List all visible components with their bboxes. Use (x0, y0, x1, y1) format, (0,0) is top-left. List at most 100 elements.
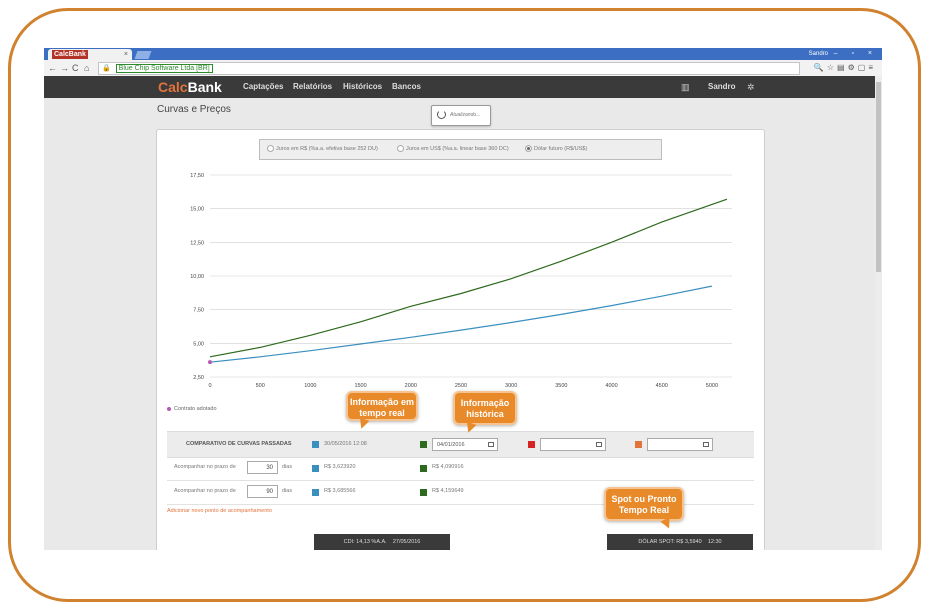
color-swatch-historic (420, 465, 427, 472)
realtime-value: R$ 3,685566 (324, 488, 356, 494)
y-tick-label: 17,50 (190, 173, 204, 179)
home-icon[interactable]: ⌂ (84, 63, 90, 73)
page-title: Curvas e Preços (157, 104, 231, 115)
spot-time: 12:30 (707, 539, 722, 545)
back-icon[interactable]: ← (48, 63, 57, 73)
x-tick-label: 1000 (304, 383, 316, 389)
y-tick-label: 7,50 (193, 308, 204, 314)
comparison-title: COMPARATIVO DE CURVAS PASSADAS (186, 441, 292, 447)
series-line-2 (209, 198, 728, 358)
window-controls[interactable]: – ▫ × (833, 50, 878, 57)
color-swatch-red (528, 441, 535, 448)
radio-icon (397, 145, 404, 153)
color-swatch-realtime (312, 441, 319, 448)
y-tick-label: 10,00 (190, 274, 204, 280)
historic-value: R$ 4,159649 (432, 488, 464, 494)
window-user: Sandro (808, 51, 828, 57)
menu-historicos[interactable]: Históricos (343, 82, 383, 91)
callout-historic: Informação histórica (453, 391, 517, 425)
new-tab-button[interactable] (134, 51, 152, 59)
contract-marker (208, 360, 212, 365)
reload-icon[interactable]: C (72, 63, 79, 73)
callout-realtime: Informação em tempo real (346, 391, 418, 421)
y-tick-label: 5,00 (193, 341, 204, 347)
x-tick-label: 2000 (405, 383, 417, 389)
cdi-status: CDI: 14,13 %A.A. 27/05/2016 (314, 534, 450, 550)
tab-close-icon[interactable]: × (123, 51, 128, 58)
gear-icon[interactable]: ✲ (747, 82, 755, 92)
days-unit: dias (282, 488, 293, 494)
app-navbar: CalcBank Captações Relatórios Históricos… (44, 76, 882, 98)
radio-selected-icon (525, 145, 532, 153)
spot-status: DÓLAR SPOT: R$ 3,5940 12:30 (607, 534, 753, 550)
color-swatch-historic (420, 489, 427, 496)
x-tick-label: 3000 (505, 383, 517, 389)
spot-rate: DÓLAR SPOT: R$ 3,5940 (638, 539, 702, 545)
x-tick-label: 4000 (605, 383, 617, 389)
legend-marker (167, 406, 171, 411)
browser-window: CalcBank × Sandro – ▫ × ← → C ⌂ 🔒 Blue C… (44, 48, 882, 550)
cdi-rate: CDI: 14,13 %A.A. (343, 539, 387, 545)
radio-icon (267, 145, 274, 153)
x-tick-label: 3500 (555, 383, 567, 389)
y-tick-label: 2,50 (193, 375, 204, 381)
scrollbar-thumb[interactable] (876, 82, 881, 272)
chart-legend: Contrato adotado (167, 406, 217, 412)
chart-icon[interactable]: ▥ (681, 82, 690, 92)
radio-juros-usd[interactable]: Juros em US$ (%a.a. linear base 360 DC) (397, 140, 509, 159)
calendar-icon[interactable] (703, 442, 709, 447)
days-unit: dias (282, 464, 293, 470)
tab-strip: CalcBank × Sandro – ▫ × (44, 48, 882, 60)
scrollbar[interactable] (875, 76, 882, 550)
days-input[interactable]: 30 (247, 461, 278, 474)
realtime-value: R$ 3,623920 (324, 464, 356, 470)
spinner-icon (437, 110, 446, 120)
browser-toolbar-icons[interactable]: 🔍☆▤⚙▢≡ (813, 63, 876, 72)
calendar-icon[interactable] (596, 442, 602, 447)
url-field[interactable]: 🔒 Blue Chip Software Ltda [BR] (98, 62, 800, 75)
row-label: Acompanhar no prazo de (174, 488, 236, 494)
x-tick-label: 0 (208, 383, 211, 389)
rounded-frame (8, 8, 921, 602)
tab-logo: CalcBank (52, 50, 88, 59)
series-line-1 (209, 285, 713, 363)
radio-dolar-futuro[interactable]: Dólar futuro (R$/US$) (525, 140, 587, 159)
curve-selector: Juros em R$ (%a.a. efetiva base 252 DU) … (259, 139, 662, 160)
menu-bancos[interactable]: Bancos (392, 82, 421, 91)
add-tracking-point-link[interactable]: Adicionar novo ponto de acompanhamento (167, 508, 272, 514)
certificate-owner: Blue Chip Software Ltda [BR] (115, 64, 213, 73)
date-field-2[interactable] (540, 438, 606, 451)
content-panel: Juros em R$ (%a.a. efetiva base 252 DU) … (156, 129, 765, 550)
curve-chart: 2,50 5,00 7,50 10,00 12,50 15,00 17,50 0 500 1000… (190, 173, 732, 389)
secure-lock-icon: 🔒 (102, 65, 111, 72)
refresh-button[interactable]: Atualizando... (431, 105, 491, 126)
row-label: Acompanhar no prazo de (174, 464, 236, 470)
days-input[interactable]: 90 (247, 485, 278, 498)
historic-value: R$ 4,090916 (432, 464, 464, 470)
x-tick-label: 4500 (656, 383, 668, 389)
comparison-header: COMPARATIVO DE CURVAS PASSADAS 30/05/201… (167, 431, 754, 458)
color-swatch-historic (420, 441, 427, 448)
brand-logo[interactable]: CalcBank (158, 79, 222, 95)
color-swatch-realtime (312, 465, 319, 472)
menu-captacoes[interactable]: Captações (243, 82, 284, 91)
menu-relatorios[interactable]: Relatórios (293, 82, 333, 91)
x-tick-label: 500 (256, 383, 265, 389)
realtime-timestamp: 30/05/2016 12:08 (324, 441, 367, 447)
table-row: Acompanhar no prazo de 90 dias R$ 3,6855… (167, 480, 754, 505)
calendar-icon[interactable] (488, 442, 494, 447)
browser-tab[interactable]: CalcBank × (48, 49, 132, 60)
y-tick-label: 12,50 (190, 240, 204, 246)
cdi-date: 27/05/2016 (392, 539, 421, 545)
x-tick-label: 2500 (455, 383, 467, 389)
user-menu[interactable]: Sandro (708, 82, 736, 91)
y-tick-label: 15,00 (190, 207, 204, 213)
radio-juros-rs[interactable]: Juros em R$ (%a.a. efetiva base 252 DU) (267, 140, 378, 159)
forward-icon[interactable]: → (60, 63, 69, 73)
date-field-3[interactable] (647, 438, 713, 451)
callout-spot: Spot ou Pronto Tempo Real (604, 487, 684, 521)
date-field-1[interactable]: 04/01/2016 (432, 438, 498, 451)
x-tick-label: 1500 (354, 383, 366, 389)
color-swatch-realtime (312, 489, 319, 496)
table-row: Acompanhar no prazo de 30 dias R$ 3,6239… (167, 456, 754, 481)
